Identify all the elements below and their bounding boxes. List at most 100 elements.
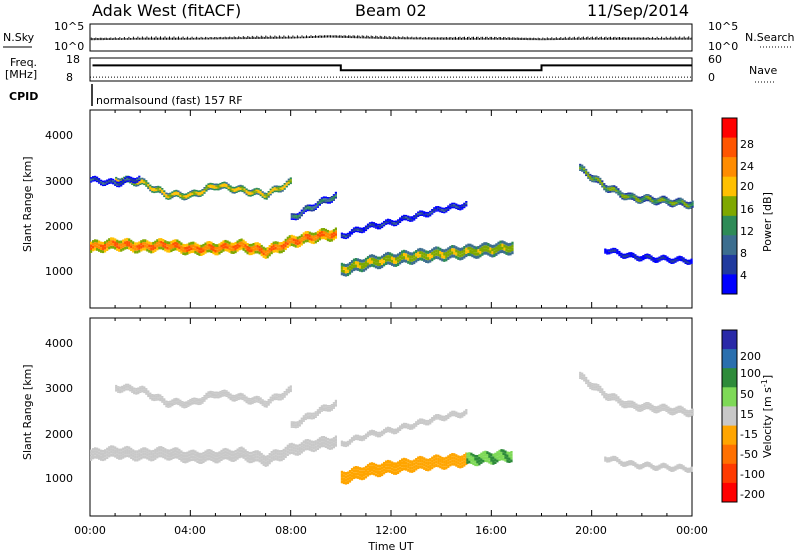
velocity-cell <box>257 401 260 403</box>
velocity-cell <box>296 450 299 453</box>
power-cell <box>112 180 115 182</box>
power-cell <box>403 217 406 219</box>
velocity-cell <box>304 439 307 442</box>
power-cell <box>463 246 466 250</box>
x-axis-label: Time UT <box>367 540 413 553</box>
velocity-cell <box>334 438 337 442</box>
velocity-cell <box>340 440 343 443</box>
power-cell <box>308 204 311 207</box>
power-cell <box>168 247 171 250</box>
velocity-cell <box>114 449 117 452</box>
power-cell <box>372 264 376 268</box>
velocity-cell <box>461 414 464 417</box>
power-cell <box>330 238 333 242</box>
velocity-cell <box>266 455 269 458</box>
velocity-cell <box>435 415 438 417</box>
power-cell <box>415 256 418 260</box>
velocity-cell <box>328 447 331 450</box>
power-cell <box>642 255 645 257</box>
velocity-cell <box>678 463 681 466</box>
velocity-cell <box>447 461 450 465</box>
velocity-cell <box>160 451 163 455</box>
power-cell <box>461 205 464 207</box>
power-cell <box>655 200 658 202</box>
power-cell <box>118 181 121 184</box>
velocity-cell <box>94 452 97 456</box>
velocity-cell <box>183 403 186 406</box>
power-cell <box>628 252 631 254</box>
velocity-cell <box>407 426 410 428</box>
velocity-cell <box>368 462 372 466</box>
velocity-cell <box>219 396 222 398</box>
velocity-cell <box>668 465 671 468</box>
velocity-cell <box>370 462 374 466</box>
power-cell <box>605 186 608 189</box>
power-cell <box>640 256 643 258</box>
velocity-cell <box>364 475 368 479</box>
power-cbar-swatch <box>722 215 737 236</box>
power-cell <box>181 198 184 200</box>
power-cell <box>391 220 394 222</box>
power-cell <box>296 236 299 240</box>
power-cell <box>324 198 327 200</box>
power-cell <box>169 194 172 196</box>
power-cell <box>102 250 105 254</box>
power-cell <box>641 196 644 198</box>
power-cell <box>263 194 266 196</box>
power-cell <box>94 175 97 178</box>
velocity-cell <box>247 401 250 403</box>
power-cell <box>609 191 612 193</box>
velocity-cell <box>229 393 232 396</box>
velocity-cell <box>239 396 242 398</box>
power-cell <box>92 242 95 246</box>
power-cell <box>224 239 227 243</box>
velocity-cell <box>358 467 362 471</box>
power-cell <box>497 244 500 248</box>
velocity-cell <box>385 427 388 429</box>
power-cell <box>608 250 611 252</box>
power-cell <box>651 202 654 204</box>
velocity-cell <box>178 451 181 455</box>
power-cell <box>679 203 682 205</box>
power-cell <box>212 245 215 249</box>
power-cell <box>391 259 394 263</box>
velocity-cell <box>260 461 263 465</box>
power-cell <box>322 228 325 231</box>
velocity-cell <box>290 426 293 428</box>
velocity-cell <box>389 429 392 432</box>
velocity-cell <box>143 386 146 389</box>
velocity-cell <box>229 395 232 397</box>
power-cell <box>136 177 139 179</box>
velocity-cell <box>633 403 636 406</box>
power-cell <box>599 177 602 180</box>
velocity-cell <box>188 450 191 454</box>
velocity-cell <box>354 475 358 479</box>
velocity-cell <box>184 460 187 464</box>
power-cell <box>262 246 265 250</box>
velocity-cell <box>455 457 458 461</box>
power-cell <box>391 224 394 226</box>
power-cell <box>239 186 242 189</box>
power-cell <box>214 246 217 250</box>
velocity-cell <box>399 466 402 470</box>
velocity-cell <box>282 448 285 452</box>
power-cell <box>121 177 124 180</box>
velocity-cell <box>136 450 139 454</box>
power-cell <box>399 220 402 222</box>
power-cell <box>175 191 178 194</box>
power-cell <box>638 260 641 262</box>
power-cell <box>320 197 323 199</box>
power-cell <box>198 247 201 251</box>
power-cell <box>326 197 329 199</box>
power-cell <box>330 233 333 236</box>
station-title: Adak West (fitACF) <box>92 1 241 20</box>
velocity-cell <box>235 395 238 398</box>
power-cell <box>122 247 125 251</box>
power-cell <box>681 202 684 204</box>
power-cell <box>340 269 343 273</box>
velocity-cell <box>637 406 640 409</box>
power-cell <box>225 187 228 189</box>
power-cell <box>98 182 101 184</box>
velocity-cell <box>645 405 648 408</box>
power-cell <box>599 179 602 182</box>
